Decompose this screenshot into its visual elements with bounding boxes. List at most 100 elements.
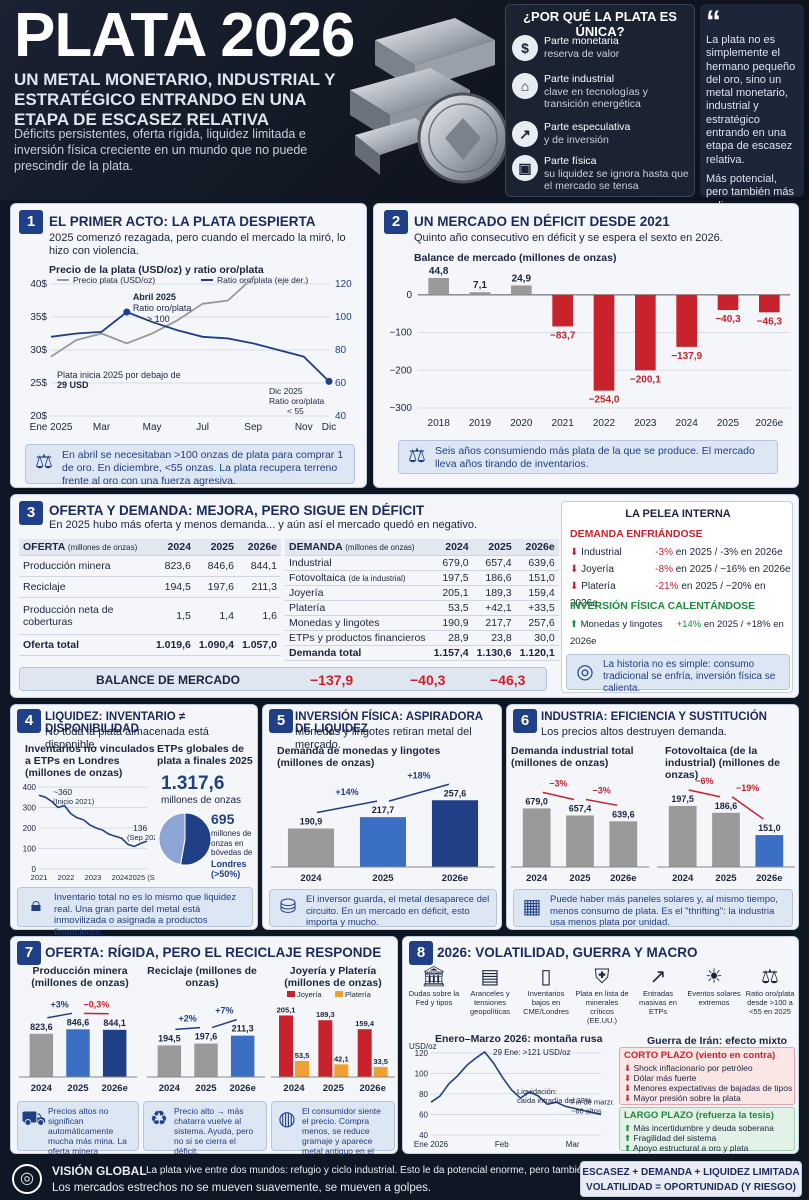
x-tick: 2022: [593, 418, 616, 429]
data-label: 44,8: [429, 266, 449, 277]
table-cell: 1.019,6: [151, 634, 195, 656]
x-tick: Jul: [196, 422, 209, 433]
annotation: Fin de marzo:: [571, 1097, 613, 1106]
data-label: 197,6: [195, 1032, 218, 1042]
item-pct: -3%: [655, 547, 673, 558]
x-tick: 2019: [469, 418, 492, 429]
quote-box: “ La plata no es simplemente el hermano …: [700, 4, 804, 212]
x-tick: 2024: [31, 1083, 53, 1094]
y-tick: 100: [415, 1070, 429, 1079]
pie-bold: Londres (>50%): [211, 859, 247, 879]
arrow-down-icon: ⬇: [624, 1073, 632, 1083]
table-cell: Oferta total: [19, 634, 152, 656]
item-text: Apoyo estructural a oro y plata: [633, 1143, 749, 1153]
change-label: −6%: [695, 776, 713, 786]
x-tick: 2026e: [229, 1083, 255, 1094]
change-label: −3%: [549, 778, 567, 788]
bar: [593, 294, 615, 391]
bar: [295, 1060, 309, 1077]
data-label: −254,0: [589, 395, 620, 406]
bar: [522, 808, 551, 867]
pelea-note: ◎ La historia no es simple: consumo tradi…: [566, 654, 790, 694]
data-label: 7,1: [473, 280, 487, 291]
doc-icon: ▯: [540, 966, 552, 988]
note-text: La historia no es simple: consumo tradic…: [603, 659, 776, 694]
note-recycling: ♻ Precio alto → más chatarra vuelve al si…: [143, 1101, 267, 1156]
panel-number: 8: [409, 941, 433, 965]
table-row: Producción neta de coberturas 1,5 1,4 1,6: [19, 597, 281, 635]
bar: [635, 294, 656, 371]
quote-text: La plata no es simplemente el hermano pe…: [706, 34, 796, 166]
safe-icon: ▣: [512, 155, 538, 181]
table-cell: 1.120,1: [515, 645, 559, 661]
y-tick: 400: [23, 783, 37, 792]
price-ratio-chart: 20$ 25$ 30$ 35$ 40$ 40 60 80 100 120 Ene 2025 Mar Ma…: [30, 276, 352, 433]
panel-subtitle: 2025 comenzó rezagada, pero cuando el me…: [49, 232, 346, 257]
data-label: −46,3: [757, 316, 783, 327]
bar: [676, 294, 697, 347]
table-row: Reciclaje 194,5 197,6 211,3: [19, 576, 281, 598]
col-header: 2025: [472, 539, 516, 556]
note-text: Seis años consumiendo más plata de la qu…: [435, 445, 755, 470]
change-arrow: [585, 798, 618, 807]
panel-title: LIQUIDEZ: INVENTARIO ≠ DISPONIBILIDAD: [45, 711, 186, 735]
item-text: en 2025 / +18% en 2026e: [570, 619, 784, 647]
x-tick: 2025: [569, 873, 591, 884]
x-tick: Sep: [244, 422, 262, 433]
x-tick: 2021: [31, 873, 48, 882]
table-cell: 679,0: [429, 555, 473, 571]
y-right-tick: 120: [335, 279, 352, 290]
table-header: DEMANDA (millones de onzas) 2024 2025 2026e: [285, 539, 559, 556]
arrow-down-icon: ⬇: [624, 1093, 632, 1103]
panel-number: 7: [17, 941, 41, 965]
target-icon: ◎: [12, 1164, 42, 1194]
why-text: su liquidez se ignora hasta que el merca…: [544, 167, 689, 193]
annotation: Ratio oro/plata: [269, 396, 325, 406]
panel-number: 2: [384, 210, 408, 234]
data-label: 42,1: [334, 1054, 349, 1063]
panel-4: 4 LIQUIDEZ: INVENTARIO ≠ DISPONIBILIDAD …: [10, 704, 258, 938]
item-label: Joyería: [581, 564, 614, 575]
demand-table: DEMANDA (millones de onzas) 2024 2025 2026e…: [285, 539, 559, 661]
item-text: Mayor presión sobre la plata: [633, 1093, 741, 1103]
table-row: ETPs y productos financieros 28,9 23,8 30,0: [285, 630, 559, 646]
bar: [552, 294, 573, 327]
long-term-title: LARGO PLAZO (refuerza la tesis): [624, 1110, 774, 1121]
col-header: 2026e: [237, 539, 281, 556]
x-tick: 2020: [510, 418, 533, 429]
driver-label: Ratio oro/plata desde >100 a <55 en 2025: [745, 989, 795, 1016]
bar: [102, 1029, 127, 1077]
why-text: y de inversión: [544, 133, 609, 146]
table-cell: 1,5: [151, 597, 195, 635]
bar: [469, 292, 491, 295]
bar: [755, 835, 784, 867]
coins-bars-chart: 190,9 2024 217,7 2025 257,6 2026e +14% +18%: [271, 770, 495, 884]
x-tick: Dic: [322, 422, 336, 433]
arrow-up-icon: ⬆: [570, 619, 578, 630]
panel-title: OFERTA: RÍGIDA, PERO EL RECICLAJE RESPON…: [45, 945, 382, 960]
lock-icon: 🔒︎: [30, 894, 42, 916]
bar: [66, 1029, 90, 1077]
change-arrow: [175, 1026, 201, 1031]
change-arrow: [47, 1012, 73, 1019]
arrow-down-icon: ⬇: [624, 1063, 632, 1073]
panel-number: 6: [513, 709, 537, 733]
table-row: Producción minera 823,6 846,6 844,1: [19, 555, 281, 577]
annotation: Liquidación:: [517, 1087, 557, 1096]
x-tick: 2025 (Sep): [128, 873, 155, 882]
change-label: +14%: [335, 787, 358, 797]
chart-title: Producción minera (millones de onzas): [31, 965, 129, 989]
table-cell: 823,6: [151, 555, 195, 577]
chart-title: Precio de la plata (USD/oz) y ratio oro/…: [49, 264, 264, 276]
bar: [511, 285, 532, 295]
annotation: (Inicio 2021): [53, 797, 95, 806]
bar: [428, 277, 449, 295]
change-label: +7%: [215, 1006, 233, 1016]
note-text: Precios altos no significan automáticame…: [48, 1106, 127, 1166]
table-row: Joyería 205,1 189,3 159,4: [285, 585, 559, 601]
scale-icon: ⚖: [35, 451, 53, 473]
item-label: Monedas y lingotes: [580, 619, 663, 630]
list-item: ⬇ Menores expectativas de bajadas de tip…: [624, 1083, 794, 1093]
panel-subtitle: En 2025 hubo más oferta y menos demanda.…: [49, 519, 478, 531]
table-cell: 30,0: [515, 630, 559, 646]
